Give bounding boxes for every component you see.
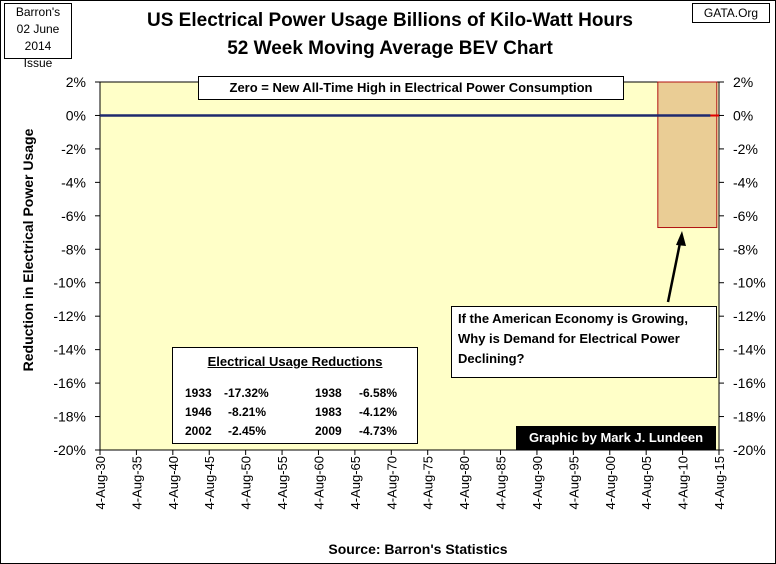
zero-note: Zero = New All-Time High in Electrical P… [198, 76, 624, 100]
y-tick-label: -8% [61, 241, 86, 257]
question-box: If the American Economy is Growing, Why … [451, 306, 717, 378]
y-tick-label-right: -4% [733, 174, 758, 190]
highlight-region [657, 81, 718, 229]
chart-title: US Electrical Power Usage Billions of Ki… [147, 10, 633, 31]
y-tick-label: -20% [53, 442, 86, 458]
reduction-year: 1938 [315, 386, 342, 400]
reductions-box: Electrical Usage Reductions 1933 -17.32%… [172, 347, 418, 444]
y-tick-label-right: -6% [733, 208, 758, 224]
y-tick-label-right: -2% [733, 141, 758, 157]
y-tick-label-right: -16% [733, 375, 766, 391]
x-tick-label: 4-Aug-95 [566, 456, 581, 509]
question-line: Declining? [458, 351, 525, 366]
x-tick-label: 4-Aug-40 [166, 456, 181, 509]
y-tick-label: 0% [66, 107, 86, 123]
arrow-head [676, 231, 686, 246]
y-tick-label: -14% [53, 342, 86, 358]
reduction-value: -6.58% [359, 386, 398, 400]
issue-line: Issue [23, 56, 53, 70]
x-tick-label: 4-Aug-75 [421, 456, 436, 509]
y-tick-label: -6% [61, 208, 86, 224]
y-tick-label: -2% [61, 141, 86, 157]
reduction-value: -8.21% [228, 405, 267, 419]
x-tick-label: 4-Aug-65 [348, 456, 363, 509]
y-tick-label: -18% [53, 409, 86, 425]
source-label: Source: Barron's Statistics [328, 541, 508, 557]
reduction-year: 1946 [185, 405, 212, 419]
question-line: Why is Demand for Electrical Power [458, 331, 680, 346]
x-tick-label: 4-Aug-85 [494, 456, 509, 509]
x-axis: 4-Aug-30 4-Aug-35 4-Aug-40 4-Aug-45 4-Aug-50… [93, 450, 727, 509]
y-tick-label-right: -10% [733, 275, 766, 291]
x-tick-label: 4-Aug-35 [129, 456, 144, 509]
y-tick-label-right: -8% [733, 241, 758, 257]
reduction-year: 2002 [185, 424, 212, 438]
site-box: GATA.Org [692, 3, 770, 23]
x-tick-label: 4-Aug-05 [639, 456, 654, 509]
reduction-year: 1983 [315, 405, 342, 419]
y-axis-label: Reduction in Electrical Power Usage [20, 128, 36, 372]
y-tick-label-right: -14% [733, 342, 766, 358]
question-line: If the American Economy is Growing, [458, 311, 688, 326]
reductions-title: Electrical Usage Reductions [207, 354, 383, 369]
y-tick-label-right: 0% [733, 107, 753, 123]
reduction-value: -4.12% [359, 405, 398, 419]
right-y-axis: 2% 0% -2% -4% -6% -8% -10% -12% -14% -16% -18% -20% [719, 74, 766, 458]
x-tick-label: 4-Aug-80 [457, 456, 472, 509]
reduction-year: 1933 [185, 386, 212, 400]
y-tick-label: 2% [66, 74, 86, 90]
issue-line: 02 June 2014 [16, 22, 60, 53]
x-tick-label: 4-Aug-45 [202, 456, 217, 509]
x-tick-label: 4-Aug-55 [275, 456, 290, 509]
y-tick-label-right: -20% [733, 442, 766, 458]
issue-box: Barron's 02 June 2014 Issue [4, 3, 72, 70]
y-tick-label: -12% [53, 308, 86, 324]
reduction-value: -17.32% [224, 386, 269, 400]
x-tick-label: 4-Aug-50 [239, 456, 254, 509]
y-tick-label: -4% [61, 174, 86, 190]
x-tick-label: 4-Aug-70 [384, 456, 399, 509]
y-tick-label-right: -12% [733, 308, 766, 324]
credit-label: Graphic by Mark J. Lundeen [516, 426, 716, 450]
y-tick-label-right: 2% [733, 74, 753, 90]
reduction-year: 2009 [315, 424, 342, 438]
x-tick-label: 4-Aug-00 [603, 456, 618, 509]
x-tick-label: 4-Aug-30 [93, 456, 108, 509]
reduction-value: -4.73% [359, 424, 398, 438]
y-tick-label: -16% [53, 375, 86, 391]
x-tick-label: 4-Aug-60 [311, 456, 326, 509]
annotation-arrow [666, 237, 683, 303]
x-tick-label: 4-Aug-90 [530, 456, 545, 509]
x-tick-label: 4-Aug-10 [676, 456, 691, 509]
reduction-value: -2.45% [228, 424, 267, 438]
chart-subtitle: 52 Week Moving Average BEV Chart [227, 38, 553, 59]
y-tick-label-right: -18% [733, 409, 766, 425]
left-y-axis: 2% 0% -2% -4% -6% -8% -10% -12% -14% -16% -18% -20% [53, 74, 100, 458]
y-tick-label: -10% [53, 275, 86, 291]
issue-line: Barron's [15, 5, 61, 19]
x-tick-label: 4-Aug-15 [712, 456, 727, 509]
